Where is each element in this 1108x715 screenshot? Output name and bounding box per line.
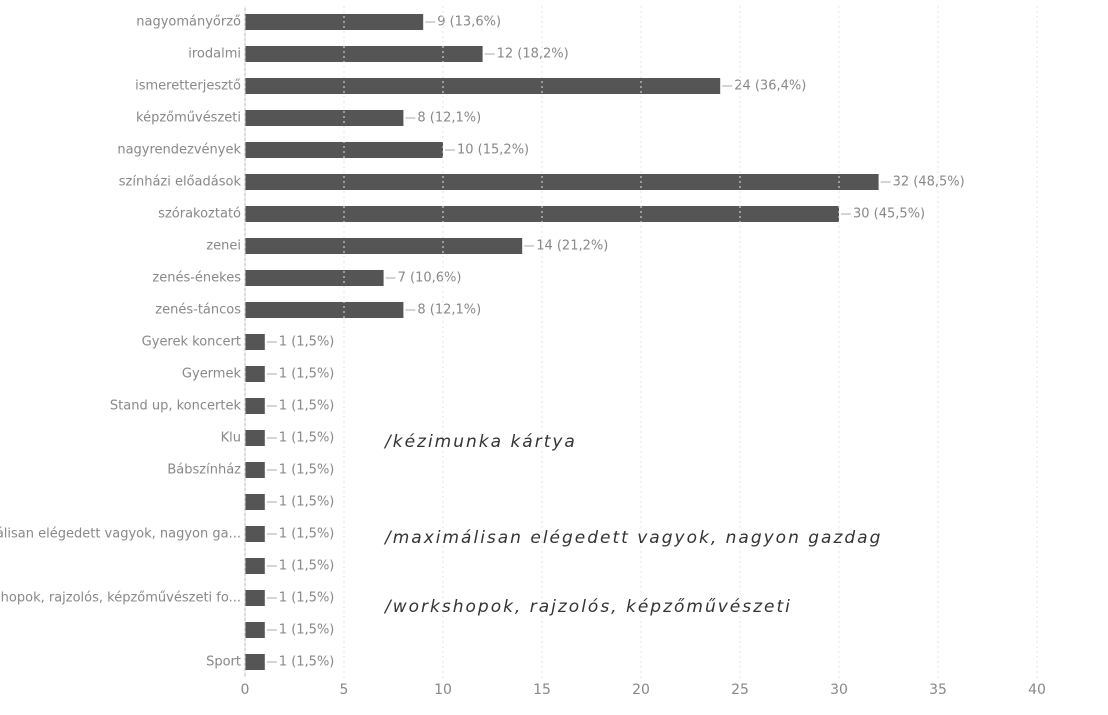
bar: [245, 174, 879, 190]
bar: [245, 398, 265, 414]
value-label: 1 (1,5%): [279, 367, 335, 382]
annotation: /workshopok, rajzolós, képzőművészeti: [383, 597, 792, 617]
value-label: 1 (1,5%): [279, 495, 335, 510]
value-label: 10 (15,2%): [457, 143, 529, 158]
x-tick-label: 15: [533, 682, 551, 698]
bar: [245, 366, 265, 382]
bar: [245, 334, 265, 350]
bar: [245, 142, 443, 158]
y-tick-label: ismeretterjesztő: [135, 79, 241, 94]
bar: [245, 78, 721, 94]
bar: [245, 462, 265, 478]
value-label: 1 (1,5%): [279, 591, 335, 606]
bar: [245, 590, 265, 606]
bar: [245, 46, 483, 62]
value-label: 32 (48,5%): [893, 175, 965, 190]
value-label: 8 (12,1%): [417, 111, 481, 126]
bar: [245, 558, 265, 574]
bar: [245, 110, 404, 126]
value-label: 1 (1,5%): [279, 623, 335, 638]
value-label: 1 (1,5%): [279, 335, 335, 350]
y-tick-label: Sport: [206, 655, 241, 670]
value-label: 14 (21,2%): [536, 239, 608, 254]
value-label: 1 (1,5%): [279, 431, 335, 446]
y-tick-label: maximálisan elégedett vagyok, nagyon ga.…: [0, 527, 241, 542]
x-tick-label: 30: [830, 682, 848, 698]
y-tick-label: Bábszínház: [167, 463, 241, 478]
value-label: 30 (45,5%): [853, 207, 925, 222]
y-tick-label: workshopok, rajzolós, képzőművészeti fo.…: [0, 591, 241, 606]
y-tick-label: zenés-táncos: [155, 303, 241, 318]
y-tick-label: Klu: [221, 431, 241, 446]
value-label: 8 (12,1%): [417, 303, 481, 318]
bar: [245, 622, 265, 638]
value-label: 7 (10,6%): [398, 271, 462, 286]
bar: [245, 270, 384, 286]
value-label: 1 (1,5%): [279, 559, 335, 574]
bar: [245, 526, 265, 542]
y-tick-label: Gyermek: [182, 367, 242, 382]
value-label: 1 (1,5%): [279, 463, 335, 478]
value-label: 1 (1,5%): [279, 655, 335, 670]
bar: [245, 654, 265, 670]
bar: [245, 494, 265, 510]
value-label: 12 (18,2%): [497, 47, 569, 62]
x-tick-label: 0: [241, 682, 250, 698]
y-tick-label: zenés-énekes: [152, 271, 241, 286]
y-tick-label: nagyományőrző: [136, 15, 241, 30]
annotation: /maximálisan elégedett vagyok, nagyon ga…: [383, 528, 882, 548]
y-tick-label: Stand up, koncertek: [110, 399, 242, 414]
bar: [245, 14, 424, 30]
bar: [245, 302, 404, 318]
y-tick-label: Gyerek koncert: [142, 335, 241, 350]
value-label: 9 (13,6%): [437, 15, 501, 30]
value-label: 1 (1,5%): [279, 399, 335, 414]
annotation: /kézimunka kártya: [383, 432, 577, 452]
x-tick-label: 10: [434, 682, 452, 698]
y-tick-label: zenei: [206, 239, 241, 254]
value-label: 1 (1,5%): [279, 527, 335, 542]
x-tick-label: 25: [731, 682, 749, 698]
x-tick-label: 20: [632, 682, 650, 698]
bar: [245, 238, 523, 254]
y-tick-label: színházi előadások: [119, 175, 242, 190]
bar: [245, 206, 839, 222]
y-tick-label: irodalmi: [188, 47, 241, 62]
y-tick-label: nagyrendezvények: [117, 143, 241, 158]
x-tick-label: 40: [1028, 682, 1046, 698]
bar: [245, 430, 265, 446]
y-tick-label: képzőművészeti: [136, 111, 241, 126]
x-tick-label: 35: [929, 682, 947, 698]
value-label: 24 (36,4%): [734, 79, 806, 94]
x-tick-label: 5: [340, 682, 349, 698]
y-tick-label: szórakoztató: [158, 207, 241, 222]
